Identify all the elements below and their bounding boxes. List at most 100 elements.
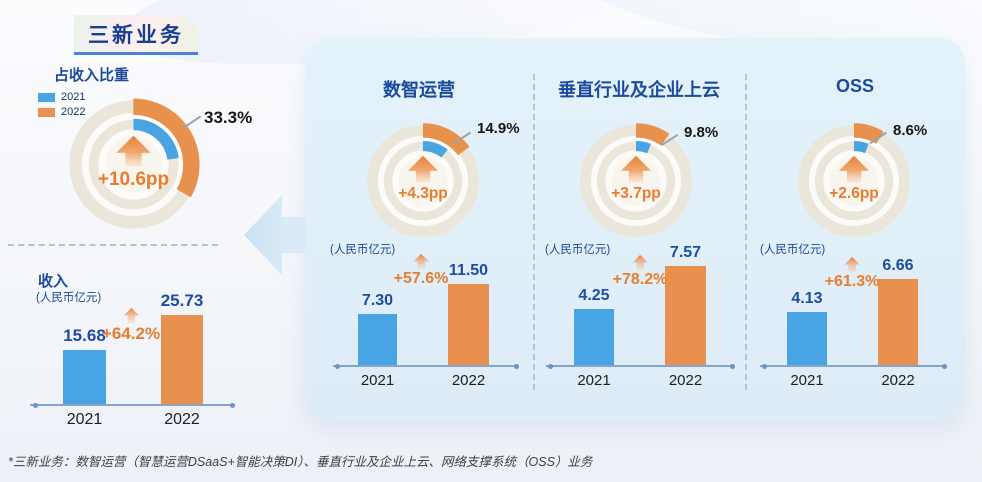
legend-swatch-2022 [38,107,55,117]
bar-2021 [358,314,397,365]
section-divider [533,74,535,390]
increase-arrow-icon [407,155,439,183]
ring-gap [81,112,186,217]
section-title-vertical: 垂直行业及企业上云 [558,80,720,100]
bar-value-2021: 7.30 [361,292,394,309]
growth-badge: +78.2% [612,254,668,288]
ring-2021-arc [595,140,677,222]
share-heading: 占收入比重 [54,67,130,84]
donut-total-share: +10.6pp [66,97,201,232]
bar-value-2022: 6.66 [882,257,914,274]
growth-arrow-icon [413,253,429,270]
bar-2021 [63,350,106,404]
unit-label: (人民币亿元) [36,292,102,304]
share-percent-label: 9.8% [684,124,719,141]
bar-chart-oss-revenue: 4.13 2021 6.66 2022 +61.3% [760,256,947,393]
ring-gap [377,135,469,227]
growth-badge: +61.3% [824,256,880,290]
ring-gap [808,135,900,227]
bar-value-2022: 7.57 [669,244,702,261]
increase-arrow-icon [838,155,870,183]
growth-badge: +57.6% [393,253,449,287]
axis-endpoint-dot [762,363,767,369]
legend-label-2022: 2022 [61,106,86,118]
x-axis [30,404,235,406]
section-title-oss: OSS [835,76,874,96]
ring-2022-arc [796,123,912,239]
legend-item-2022: 2022 [38,105,85,119]
x-tick-2022: 2022 [881,372,915,389]
axis-endpoint-dot [548,363,553,369]
pp-change-label: +4.3pp [398,184,448,202]
ring-2021-arc [382,140,464,222]
section-divider [745,74,747,390]
bar-2021 [787,312,827,365]
bar-2021 [574,309,614,365]
share-percent-label: 33.3% [204,108,253,127]
donut-rings [578,123,694,239]
legend-swatch-2021 [38,92,55,102]
unit-label: (人民币亿元) [330,244,396,256]
increase-arrow-icon [620,155,652,183]
x-tick-2022: 2022 [164,411,200,428]
bar-chart-dsaas-revenue: 7.30 2021 11.50 2022 +57.6% [333,253,519,393]
share-percent-label: 14.9% [477,120,520,137]
bar-2022 [665,266,706,365]
donut-rings [796,123,912,239]
growth-arrow-icon [844,256,860,273]
section-title-dsaas: 数智运营 [383,80,455,100]
x-tick-2022: 2022 [668,372,703,389]
bar-value-2021: 15.68 [63,326,106,345]
footnote: *三新业务：数智运营（智慧运营DSaaS+智能决策DI）、垂直行业及企业上云、网… [8,455,593,469]
x-tick-2021: 2021 [790,372,824,389]
ring-2021-arc [87,118,180,211]
bar-2022 [448,284,489,365]
growth-arrow-icon [632,254,648,271]
growth-percent-label: +61.3% [824,273,880,290]
donut-rings [67,98,200,231]
legend: 2021 2022 [38,90,85,120]
x-axis [333,365,516,367]
pp-change-label: +2.6pp [829,184,879,202]
x-tick-2022: 2022 [451,372,486,389]
axis-endpoint-dot [230,402,235,408]
share-percent-label: 8.6% [893,122,928,139]
revenue-heading: 收入 [38,273,69,290]
ring-gap [590,135,682,227]
axis-endpoint-dot [335,363,340,369]
increase-arrow-icon [116,135,151,167]
growth-percent-label: +78.2% [612,271,668,288]
growth-percent-label: +64.2% [101,324,161,343]
axis-endpoint-dot [730,363,735,369]
pp-change-label: +3.7pp [611,184,661,202]
ring-2022-arc [67,98,200,231]
ring-2022-arc [578,123,694,239]
growth-arrow-icon [123,307,139,324]
dashed-separator [8,244,218,246]
growth-percent-label: +57.6% [393,270,449,287]
left-arrow-icon [244,195,321,275]
legend-label-2021: 2021 [61,91,86,103]
pp-change-label: +10.6pp [97,168,170,190]
donut-vertical-share: +3.7pp [577,122,695,240]
growth-badge: +64.2% [102,307,160,342]
ring-2022-arc [365,123,481,239]
page-title: 三新业务 [74,15,198,55]
bar-2022 [878,279,918,365]
ring-2021-arc [813,140,895,222]
donut-oss-share: +2.6pp [795,122,913,240]
x-tick-2021: 2021 [577,372,611,389]
unit-label: (人民币亿元) [545,244,611,256]
unit-label: (人民币亿元) [760,244,826,256]
bar-value-2021: 4.25 [578,287,610,304]
x-tick-2021: 2021 [66,411,103,428]
bar-chart-total-revenue: 15.68 2021 25.73 2022 +64.2% [30,291,235,432]
donut-dsaas-share: +4.3pp [364,122,482,240]
x-axis [760,365,944,367]
donut-rings [365,123,481,239]
bar-value-2022: 25.73 [160,291,204,310]
page-title-text: 三新业务 [88,23,184,47]
bar-2022 [161,315,203,404]
axis-endpoint-dot [942,363,947,369]
